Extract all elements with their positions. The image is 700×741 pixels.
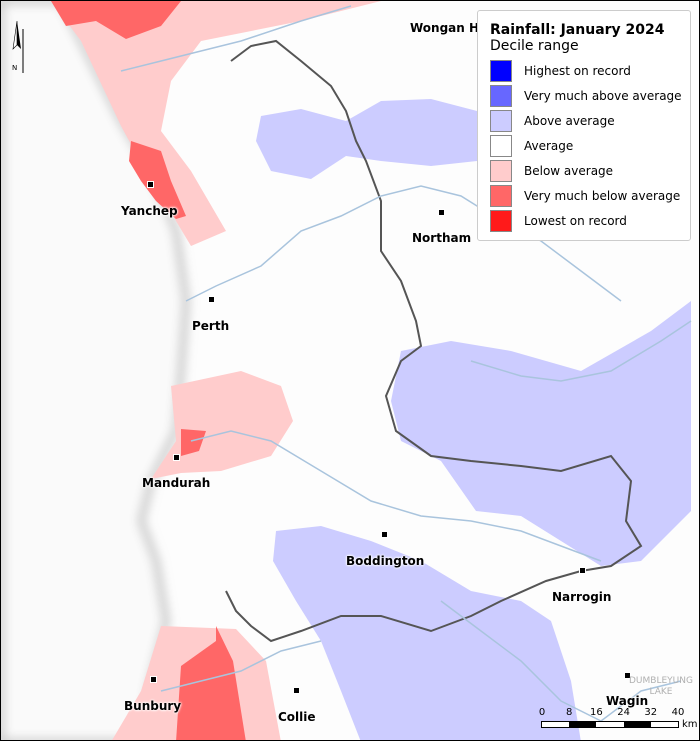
town-marker-wagin [624,672,631,679]
legend-title: Rainfall: January 2024 [490,22,665,38]
town-label-boddington: Boddington [346,554,425,568]
town-label-mandurah: Mandurah [142,476,211,490]
scale-bar: 0 8 16 24 32 40 km [538,707,698,730]
town-marker-mandurah [173,454,180,461]
legend-swatch [490,209,512,232]
catchment-boundary [225,39,643,643]
town-label-wagin: Wagin [606,694,649,708]
town-label-perth: Perth [192,319,230,333]
town-label-yanchep: Yanchep [121,204,178,218]
lake-label: DUMBLEYUNG LAKE [629,676,693,698]
north-label: N [12,64,18,72]
town-label-northam: Northam [412,231,472,245]
zone-very-much-below-yanchep [129,141,186,219]
river-avon [185,185,622,302]
scale-tick-label: 24 [617,707,630,718]
scale-tick-label: 8 [566,707,573,718]
town-label-bunbury: Bunbury [124,699,182,713]
legend-subtitle: Decile range [490,38,579,54]
scale-tick-label: 16 [590,707,603,718]
zone-above-average-east [391,301,691,566]
lake-label-line2: LAKE [649,687,673,697]
legend-swatch [490,184,512,207]
legend-item: Lowest on record [490,208,690,233]
legend-label: Above average [524,113,615,128]
scale-tick-label: 32 [644,707,658,718]
zone-above-average-north [256,99,477,179]
legend-swatch [490,84,512,107]
town-label-wongan-hills: Wongan H [410,21,480,35]
legend-item: Highest on record [490,58,690,83]
zone-very-much-below-north [51,1,181,39]
legend-item: Very much above average [490,83,690,108]
scale-unit: km [682,719,698,730]
legend-swatch [490,159,512,182]
town-marker-yanchep [147,181,154,188]
town-marker-bunbury [150,676,157,683]
legend: Rainfall: January 2024 Decile range High… [477,10,691,241]
river-east [470,320,692,382]
river-upper [120,5,352,72]
legend-item: Above average [490,108,690,133]
town-label-collie: Collie [278,710,316,724]
legend-label: Lowest on record [524,213,627,228]
town-marker-perth [208,296,215,303]
zone-very-much-below-bunbury [176,626,246,740]
legend-swatch [490,109,512,132]
lake-label-line1: DUMBLEYUNG [629,676,693,686]
river-collie [160,640,322,692]
legend-label: Below average [524,163,614,178]
scale-tick-label: 0 [538,707,546,718]
legend-swatch [490,134,512,157]
legend-label: Very much above average [524,88,682,103]
rivers [120,5,692,722]
legend-label: Average [524,138,574,153]
zone-above-average-south [273,526,581,740]
legend-item: Below average [490,158,690,183]
river-south [440,600,682,722]
town-marker-northam [438,209,445,216]
scale-tick-label: 40 [671,707,685,718]
legend-item: Average [490,133,690,158]
zone-below-average-north [51,1,381,246]
river-murray [190,430,602,562]
legend-item: Very much below average [490,183,690,208]
town-marker-collie [293,687,300,694]
legend-label: Highest on record [524,63,631,78]
town-marker-narrogin [579,567,586,574]
town-marker-boddington [381,531,388,538]
zone-very-much-below-mandurah [181,429,206,456]
legend-label: Very much below average [524,188,681,203]
legend-swatch [490,59,512,82]
town-label-narrogin: Narrogin [552,590,612,604]
